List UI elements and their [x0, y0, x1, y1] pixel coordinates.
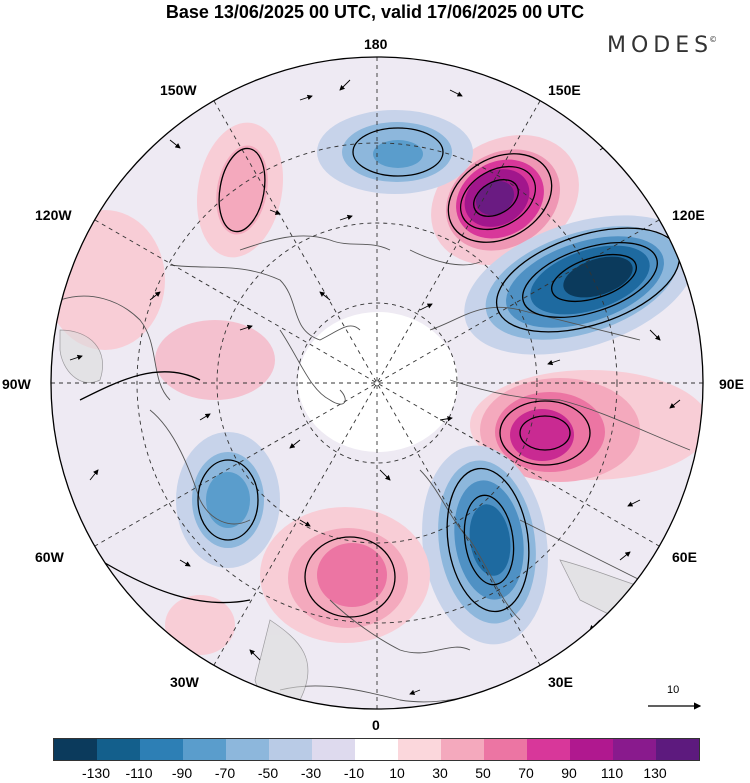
colorbar-tick-label: -10	[343, 765, 365, 781]
colorbar-cell	[527, 739, 570, 760]
colorbar-cell	[97, 739, 140, 760]
colorbar-cell	[398, 739, 441, 760]
colorbar-cell	[269, 739, 312, 760]
map-title: Base 13/06/2025 00 UTC, valid 17/06/2025…	[165, 2, 585, 22]
colorbar-tick-label: -130	[81, 765, 111, 781]
colorbar-tick-label: 130	[643, 765, 667, 781]
colorbar-tick-label: 110	[600, 765, 624, 781]
colorbar-tick-label: -110	[125, 765, 153, 781]
colorbar-cell	[312, 739, 355, 760]
colorbar-tick-label: -30	[300, 765, 322, 781]
colorbar-cell	[656, 739, 699, 760]
reference-vector-label: 10	[667, 684, 680, 696]
modes-logo: MODES©	[607, 33, 721, 58]
colorbar-tick-label: 70	[518, 765, 534, 781]
lon-label-180: 180	[364, 36, 388, 52]
streamlines	[79, 127, 681, 618]
colorbar-cell	[140, 739, 183, 760]
lon-label-150w: 150W	[160, 82, 197, 98]
map-boundary	[50, 56, 704, 710]
map-disc	[51, 57, 703, 709]
colorbar-cell	[441, 739, 484, 760]
colorbar-cell	[570, 739, 613, 760]
lon-label-120e: 120E	[672, 207, 705, 223]
colorbar-tick-label: -50	[257, 765, 279, 781]
lon-label-150e: 150E	[548, 82, 581, 98]
colorbar-cell	[226, 739, 269, 760]
lon-label-30w: 30W	[170, 674, 199, 690]
colorbar-tick-label: 30	[432, 765, 448, 781]
colorbar-tick-label: -70	[214, 765, 236, 781]
colorbar-tick-label: 50	[475, 765, 491, 781]
lon-label-90e: 90E	[719, 376, 744, 392]
colorbar-cell	[613, 739, 656, 760]
colorbar-tick-label: -90	[171, 765, 193, 781]
lon-label-60e: 60E	[672, 549, 697, 565]
colorbar-tick-label: 10	[389, 765, 405, 781]
colorbar-cell	[183, 739, 226, 760]
graticule	[51, 57, 703, 709]
colorbar	[53, 738, 700, 761]
lon-label-60w: 60W	[35, 549, 64, 565]
colorbar-tick-label: 90	[561, 765, 577, 781]
lon-label-30e: 30E	[548, 674, 573, 690]
lon-label-0: 0	[372, 717, 380, 733]
colorbar-cell	[54, 739, 97, 760]
coastlines	[59, 235, 701, 703]
brand-text: MODES	[607, 33, 714, 58]
colorbar-cell	[355, 739, 398, 760]
copyright-mark: ©	[709, 35, 718, 44]
lon-label-90w: 90W	[2, 376, 31, 392]
lon-label-120w: 120W	[35, 207, 72, 223]
colorbar-cell	[484, 739, 527, 760]
